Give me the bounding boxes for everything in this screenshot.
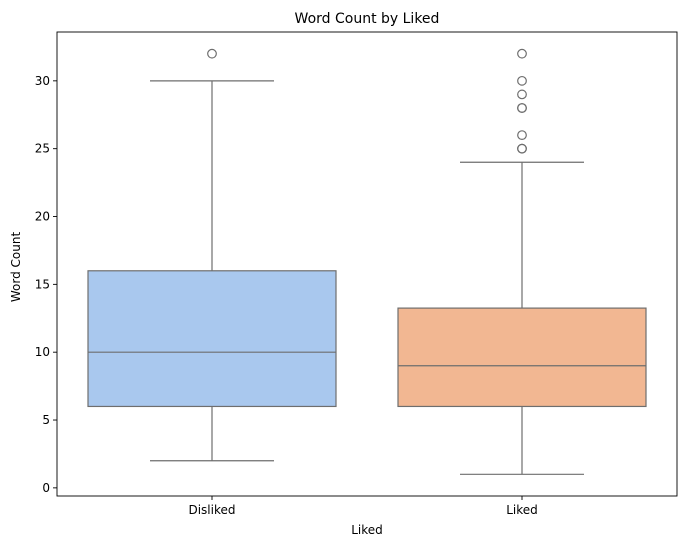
y-tick-label: 30 [35,74,50,88]
x-axis-label: Liked [351,523,383,537]
y-tick-label: 0 [42,481,50,495]
x-tick-label: Liked [506,503,538,517]
y-tick-label: 10 [35,345,50,359]
outlier-point [517,89,527,100]
plot-area: 0 5 10 15 20 25 30 Disliked Liked [35,31,678,517]
box-liked [397,307,647,408]
outlier-point [517,103,527,113]
x-tick-label: Disliked [188,503,235,517]
axes-frame [56,31,678,497]
y-axis-label: Word Count [9,232,23,303]
y-tick-label: 5 [42,413,50,427]
outlier-point [207,48,217,59]
y-tick-label: 20 [35,210,50,224]
box-disliked [87,270,337,408]
outlier-point [517,48,527,59]
y-tick-label: 25 [35,142,50,156]
outlier-point [517,143,527,154]
outlier-point [517,75,527,86]
y-tick-label: 15 [35,277,50,291]
outlier-point [517,130,527,141]
chart-title: Word Count by Liked [295,11,440,27]
